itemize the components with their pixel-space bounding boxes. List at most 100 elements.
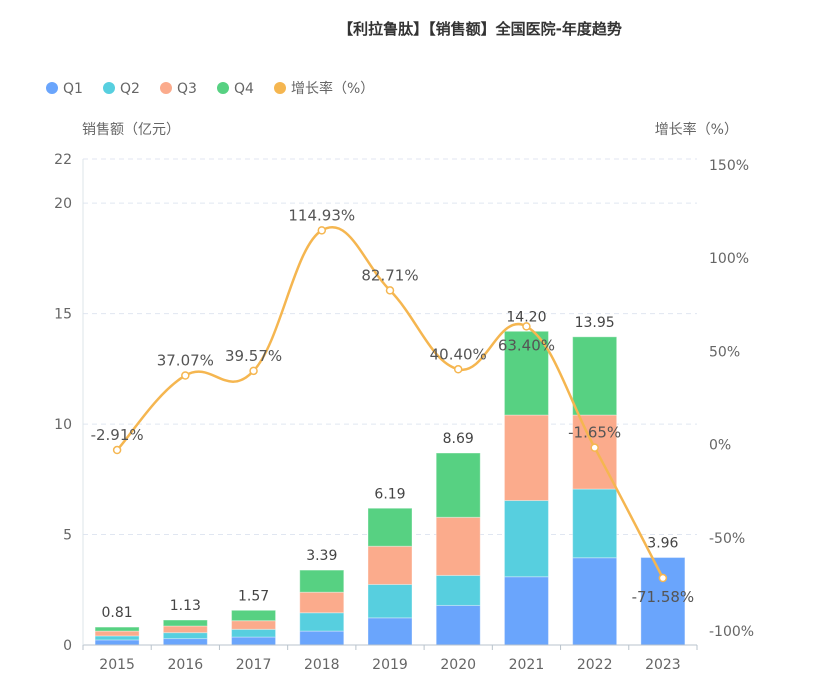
bars: 0.81 1.13 1.57 3.39 6.19 8.69 14.20 13.95 3.96 [94,309,686,646]
total-label-2019: 6.19 [374,486,405,502]
growth-point-2020 [453,365,463,374]
growth-point-2022 [590,443,599,452]
y-tick-label: 10 [54,417,72,433]
x-tick-label: 2023 [645,657,681,673]
total-label-2017: 1.57 [238,588,269,604]
bar-q4-2018 [299,569,345,593]
growth-point-2018 [317,226,327,235]
growth-label-2018: 114.93% [288,206,355,224]
growth-label-2015: -2.91% [91,426,144,444]
y2-tick-label: 100% [709,251,749,267]
legend-marker-2 [160,82,172,94]
bar-q4-2020 [435,452,481,518]
bar-q2-2019 [367,583,413,619]
bar-q2-2015 [94,635,140,641]
y2-tick-label: 150% [709,158,749,174]
total-label-2022: 13.95 [575,315,615,331]
bar-q3-2020 [435,516,481,576]
bar-q3-2019 [367,545,413,585]
legend: Q1 Q2 Q3 Q4 增长率（%） [46,80,374,97]
y2-tick-label: 0% [709,438,731,454]
bar-q2-2017 [231,628,277,638]
x-tick-label: 2018 [304,657,340,673]
bar-q2-2022 [572,488,618,559]
growth-line: -2.91% 37.07% 39.57% 114.93% 82.71% 40.40% 63.… [91,206,695,606]
growth-label-2021: 63.40% [498,336,555,354]
legend-marker-1 [103,82,115,94]
growth-label-2023: -71.58% [632,588,695,606]
growth-point-2015 [112,445,122,455]
bar-q1-2021 [503,576,549,646]
gridlines: 0 5 10 15 20 22 -100% -50% 0% 50% 100% 150% [54,152,754,654]
total-label-2021: 14.20 [506,309,546,325]
bar-q4-2017 [231,609,277,622]
bar-q1-2019 [367,617,413,646]
growth-point-2021 [522,322,531,331]
y-tick-label: 20 [54,196,72,212]
bar-q3-2018 [299,591,345,614]
total-label-2020: 8.69 [443,431,474,447]
bar-q1-2016 [162,638,208,646]
growth-label-2019: 82.71% [361,266,418,284]
y2-tick-label: -50% [709,531,745,547]
bar-q3-2016 [162,625,208,634]
bar-q1-2023 [640,557,686,646]
legend-marker-4 [274,82,286,94]
x-tick-label: 2015 [99,657,135,673]
bar-q4-2015 [94,626,140,632]
bar-q4-2019 [367,507,413,547]
y2-tick-label: 50% [709,344,740,360]
growth-label-2022: -1.65% [568,424,621,442]
x-tick-label: 2021 [509,657,545,673]
bar-q4-2021 [503,330,549,416]
bar-q1-2022 [572,557,618,646]
y2-axis-title: 增长率（%） [655,121,738,138]
x-tick-label: 2022 [577,657,613,673]
growth-label-2020: 40.40% [430,345,487,363]
chart-title: 【利拉鲁肽】【销售额】全国医院-年度趋势 [338,20,622,38]
legend-label-4: 增长率（%） [291,80,374,97]
axes: 2015 2016 2017 2018 2019 2020 2021 2022 2023 [82,159,698,673]
legend-marker-0 [46,82,58,94]
y-tick-label: 5 [63,528,72,544]
bar-q4-2016 [162,619,208,627]
x-tick-label: 2019 [372,657,408,673]
y2-tick-label: -100% [709,624,754,640]
total-label-2015: 0.81 [102,605,133,621]
legend-label-0: Q1 [63,81,83,97]
bar-q2-2016 [162,632,208,640]
legend-label-3: Q4 [234,81,254,97]
bar-q3-2021 [503,414,549,502]
bar-q1-2015 [94,639,140,646]
x-tick-label: 2017 [236,657,272,673]
x-tick-label: 2016 [168,657,204,673]
growth-label-2016: 37.07% [157,352,214,370]
growth-point-2019 [385,286,395,295]
growth-point-2016 [181,371,190,380]
x-tick-label: 2020 [440,657,476,673]
bar-q2-2018 [299,612,345,632]
legend-label-2: Q3 [177,81,197,97]
total-label-2018: 3.39 [306,548,337,564]
legend-label-1: Q2 [120,81,140,97]
growth-label-2017: 39.57% [225,347,282,365]
y-tick-label: 0 [63,638,72,654]
total-label-2023: 3.96 [647,536,678,552]
growth-point-2023 [658,573,668,583]
y-axis-title: 销售额（亿元） [82,122,180,138]
bar-q1-2020 [435,604,481,646]
growth-point-2017 [249,366,258,376]
bar-q1-2017 [231,636,277,646]
bar-q1-2018 [299,630,345,646]
bar-q3-2017 [231,620,277,630]
bar-q4-2022 [572,336,618,416]
legend-marker-3 [217,82,229,94]
y-tick-label: 22 [54,152,72,168]
y-tick-label: 15 [54,307,72,323]
growth-line-path [116,226,664,579]
total-label-2016: 1.13 [170,598,201,614]
bar-q2-2020 [435,574,481,606]
bar-q3-2015 [94,630,140,637]
bar-q2-2021 [503,500,549,578]
